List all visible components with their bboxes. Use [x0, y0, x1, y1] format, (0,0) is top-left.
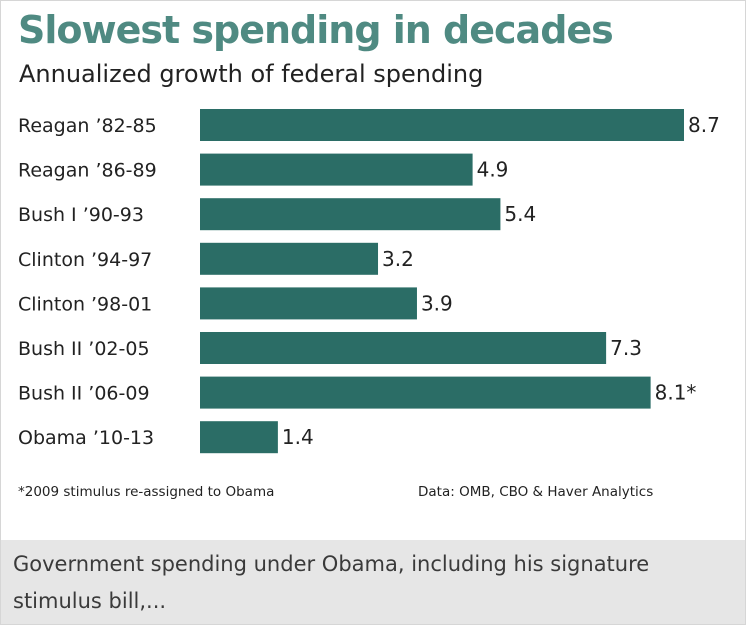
bar: [200, 287, 417, 320]
bar: [200, 109, 684, 141]
data-label: 3.2: [382, 247, 414, 271]
category-label: Reagan ’86-89: [18, 160, 157, 182]
chart-footnote: *2009 stimulus re-assigned to Obama: [18, 484, 275, 500]
data-label: 8.7: [688, 113, 720, 137]
chart-source: Data: OMB, CBO & Haver Analytics: [418, 484, 654, 500]
bar: [200, 153, 473, 186]
bar: [200, 242, 379, 275]
category-label: Bush II ’02-05: [18, 338, 150, 360]
data-label: 5.4: [504, 202, 536, 226]
image-caption: Government spending under Obama, includi…: [13, 552, 650, 613]
data-label: 1.4: [282, 425, 314, 449]
data-label: 3.9: [421, 291, 453, 315]
category-label: Bush II ’06-09: [18, 383, 150, 405]
category-label: Bush I ’90-93: [18, 204, 144, 226]
data-label: 8.1*: [655, 381, 697, 405]
category-label: Clinton ’98-01: [18, 293, 152, 315]
bar-chart: Reagan ’82-85 8.7 Reagan ’86-89 4.9 Bush I ’…: [18, 109, 720, 454]
caption-box: Government spending under Obama, includi…: [1, 540, 745, 624]
category-label: Reagan ’82-85: [18, 115, 157, 137]
chart-subtitle: Annualized growth of federal spending: [19, 60, 484, 88]
data-label: 4.9: [477, 158, 509, 182]
bar: [200, 332, 607, 364]
chart-title: Slowest spending in decades: [18, 8, 614, 52]
category-label: Obama ’10-13: [18, 427, 154, 449]
bar: [200, 376, 651, 409]
category-label: Clinton ’94-97: [18, 249, 152, 271]
data-label: 7.3: [610, 336, 642, 360]
bar: [200, 421, 278, 454]
bar: [200, 198, 501, 231]
